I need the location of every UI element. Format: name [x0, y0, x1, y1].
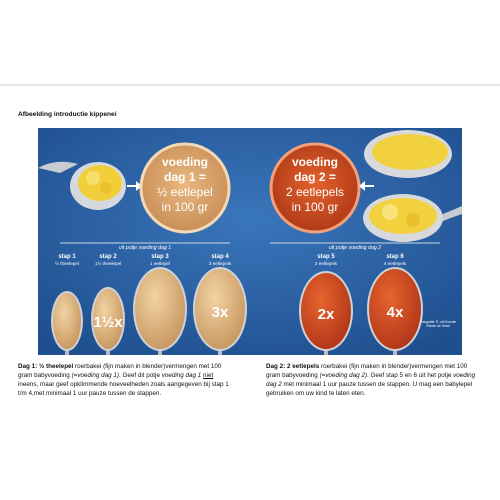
- step-amount: ½ theelepel: [55, 260, 79, 266]
- credit: Reinier de Graaf: [426, 324, 450, 328]
- source-label: uit potje voeding dag 2: [329, 245, 381, 251]
- jar-text: voeding: [292, 155, 338, 169]
- jar-text: 2 eetlepels: [286, 185, 344, 199]
- text: roerbakei (fijn maken in blender)vermeng…: [266, 363, 468, 379]
- text: voeding dag 1: [161, 372, 202, 379]
- step-amount: 4 eetlepels: [384, 261, 407, 266]
- top-bar: [0, 84, 500, 86]
- jar-text: voeding: [162, 155, 208, 169]
- steps: stap 1½ theelepel stap 21½ theelepel 1½x st…: [51, 254, 423, 355]
- text: (=voeding dag 2): [319, 372, 367, 379]
- text: met minimaal 1 uur pauze tussen de stapp…: [266, 381, 473, 397]
- text: . Geef stap 5 en 6 uit het potje: [367, 372, 454, 379]
- egg-spoon-left: [38, 161, 126, 210]
- jar-day-1: [139, 142, 231, 234]
- step-amount: 3 eetlepels: [209, 261, 232, 266]
- text: voeding dag 2: [266, 372, 476, 388]
- figure: voeding dag 1 = ½ eetlepel in 100 gr voe…: [38, 128, 462, 355]
- arrow: [127, 181, 142, 191]
- spoon-food: [93, 289, 123, 349]
- text: Dag 1:: [18, 363, 38, 370]
- paragraph: Dag 1: ½ theelepel roerbakei (fijn maken…: [18, 362, 234, 398]
- jar-text: dag 2 =: [294, 170, 336, 184]
- spoon-food: [53, 293, 81, 349]
- step-label: stap 5: [317, 254, 335, 260]
- spoon-food: [301, 273, 351, 349]
- multiplier: 3x: [212, 304, 229, 321]
- credit: Fotografie: R. v/d Kuenke: [420, 320, 456, 324]
- step-label: stap 3: [151, 254, 169, 260]
- step-amount: 2 eetlepels: [315, 261, 338, 266]
- text: ½ theelepel: [39, 363, 74, 370]
- jar-text: ½ eetlepel: [157, 185, 212, 199]
- multiplier: 2x: [318, 306, 335, 323]
- step-label: stap 2: [99, 254, 117, 260]
- jar-label: voeding dag 2 = 2 eetlepels in 100 gr: [286, 155, 344, 214]
- title: Afbeelding introductie kippenei: [18, 111, 117, 118]
- step-label: stap 4: [211, 254, 229, 260]
- multiplier: 4x: [387, 304, 404, 321]
- text: 2 eetlepels: [287, 363, 320, 370]
- source-label: uit potje voeding dag 1: [119, 245, 171, 251]
- spoon-food: [195, 269, 245, 349]
- arrow: [359, 181, 374, 191]
- spoon-food: [369, 269, 421, 349]
- spoon-food: [135, 269, 185, 349]
- jar-text: dag 1 =: [164, 170, 206, 184]
- step-label: stap 1: [58, 254, 76, 260]
- text: (=voeding dag 1): [71, 372, 119, 379]
- egg-spoons-right: [363, 130, 462, 242]
- step-label: stap 6: [386, 254, 404, 260]
- step-amount: 1 eetlepel: [150, 261, 170, 266]
- text: . Geef dit potje: [119, 372, 162, 379]
- text: roerbakei (fijn maken in blender)vermeng…: [18, 363, 222, 379]
- text: niet: [203, 372, 214, 379]
- jar-text: in 100 gr: [292, 200, 339, 214]
- step-amount: 1½ theelepel: [95, 260, 121, 266]
- jar-day-2: [269, 142, 361, 234]
- text: ineens, maar geef opklimmende hoeveelhed…: [18, 381, 229, 397]
- jar-text: in 100 gr: [162, 200, 209, 214]
- multiplier: 1½x: [93, 314, 123, 331]
- text: Dag 2:: [266, 363, 286, 370]
- jar-label: voeding dag 1 = ½ eetlepel in 100 gr: [157, 155, 212, 214]
- paragraph: Dag 2: 2 eetlepels roerbakei (fijn maken…: [266, 362, 482, 398]
